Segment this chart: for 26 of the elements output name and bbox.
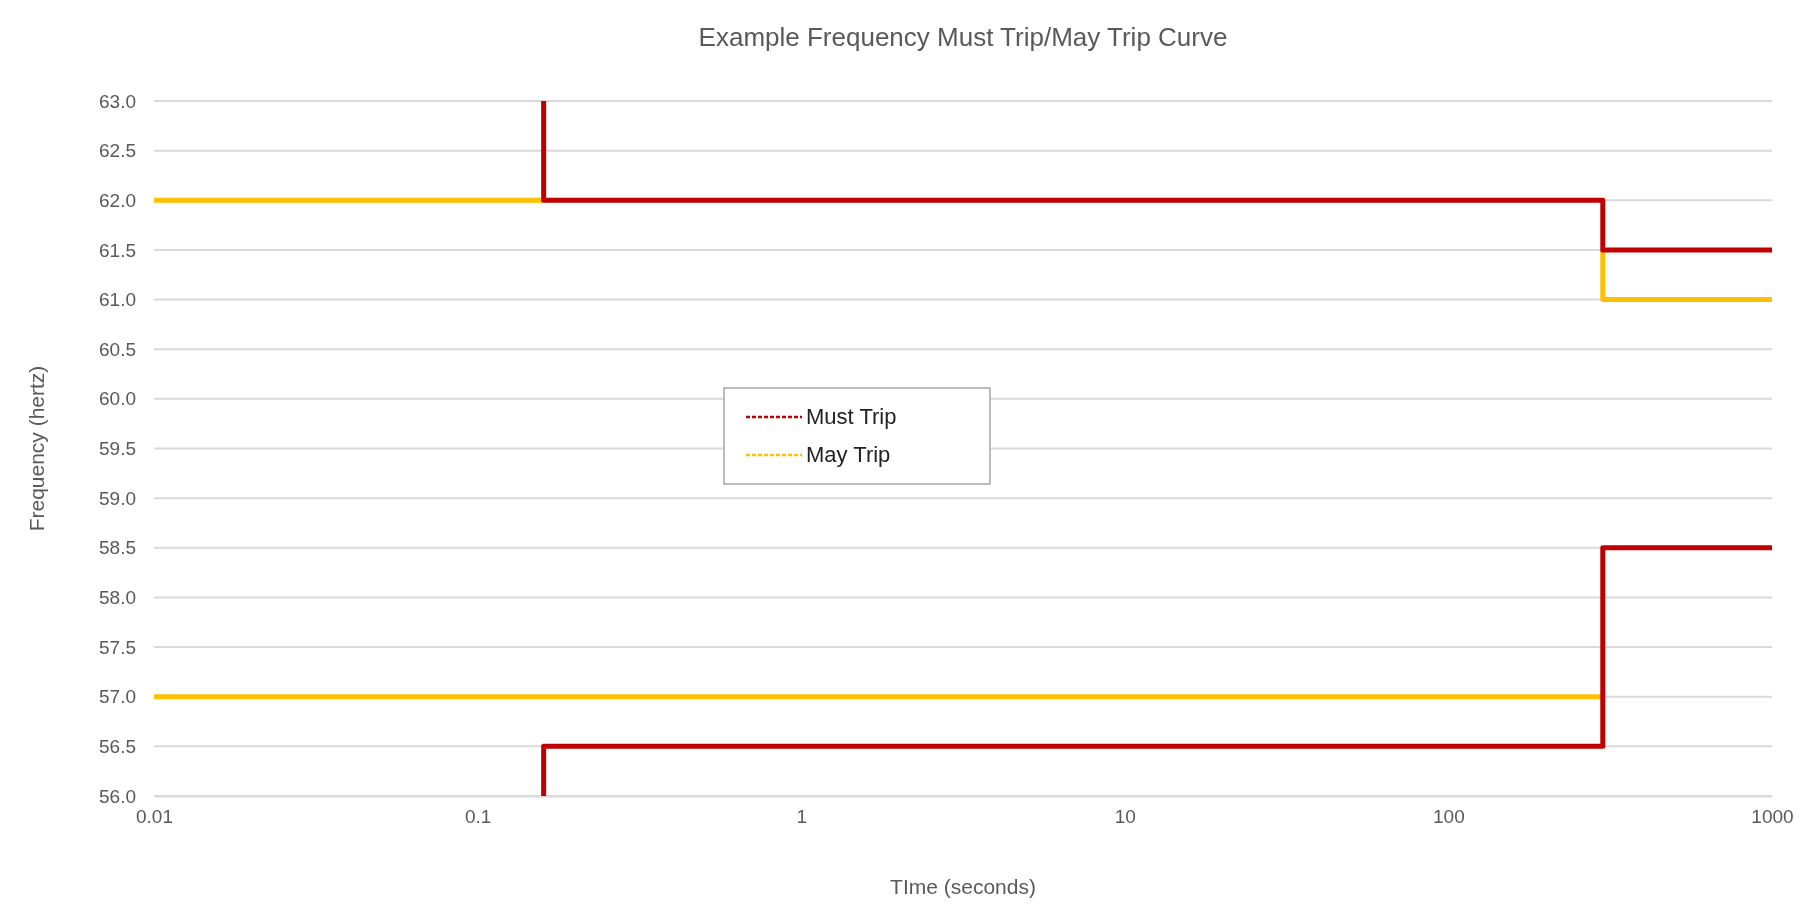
y-tick-label: 61.5	[99, 239, 136, 261]
y-tick-label: 62.0	[99, 189, 136, 211]
y-tick-label: 56.5	[99, 735, 136, 757]
y-tick-label: 59.5	[99, 438, 136, 460]
y-tick-label: 59.0	[99, 487, 136, 509]
x-tick-label: 10	[1114, 806, 1136, 828]
y-tick-label: 62.5	[99, 140, 136, 162]
x-tick-label: 0.1	[464, 806, 492, 828]
x-tick-label: 100	[1433, 806, 1465, 828]
y-tick-label: 63.0	[99, 90, 136, 112]
y-tick-label: 57.5	[99, 636, 136, 658]
x-tick-label: 0.01	[136, 806, 173, 828]
chart-title: Example Frequency Must Trip/May Trip Curve	[698, 22, 1228, 52]
y-tick-label: 57.0	[99, 686, 136, 708]
y-tick-label: 58.0	[99, 587, 136, 609]
x-tick-label: 1000	[1751, 806, 1794, 828]
y-tick-label: 56.0	[99, 785, 136, 807]
x-tick-label: 1	[796, 806, 807, 828]
y-axis-title: Frequency (hertz)	[25, 365, 48, 532]
y-tick-label: 58.5	[99, 537, 136, 559]
legend-label: May Trip	[806, 442, 891, 467]
y-tick-label: 60.0	[99, 388, 136, 410]
y-tick-label: 61.0	[99, 289, 136, 311]
y-tick-label: 60.5	[99, 338, 136, 360]
legend-label: Must Trip	[806, 404, 897, 429]
x-axis-title: TIme (seconds)	[890, 875, 1036, 898]
